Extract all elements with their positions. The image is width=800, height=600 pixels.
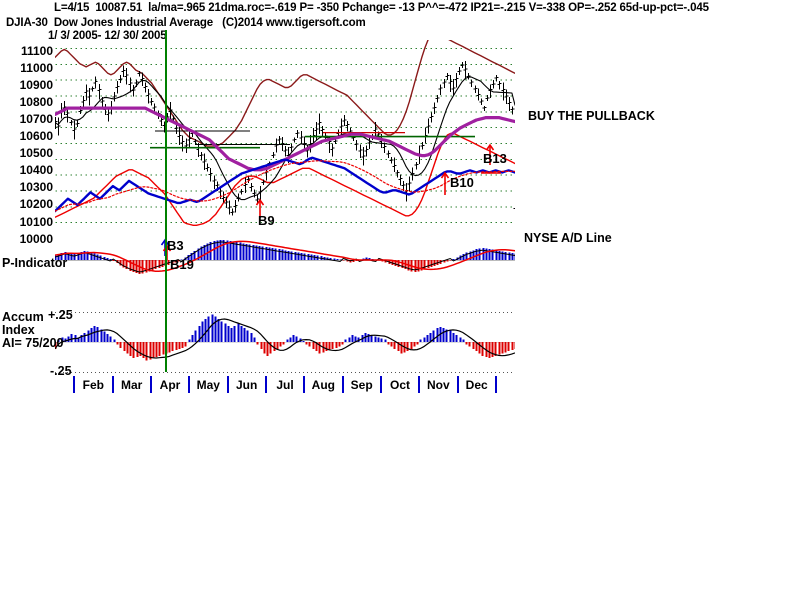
month-tick (111, 376, 114, 393)
header-symbol-line: DJIA-30 Dow Jones Industrial Average (C)… (6, 17, 366, 29)
month-axis: Feb Mar Apr May Jun Jul Aug Sep Oct Nov Dec (55, 376, 515, 398)
signal-label-b19: B19 (170, 257, 194, 272)
month-label-aug: Aug (311, 378, 335, 392)
month-tick (149, 376, 152, 393)
signal-label-b3: B3 (167, 238, 184, 253)
month-tick (226, 376, 229, 393)
accum-axis-plus-25: +.25 (48, 308, 73, 322)
month-tick (73, 376, 76, 393)
month-tick (264, 376, 267, 393)
month-label-feb: Feb (82, 378, 104, 392)
signal-label-b10: B10 (450, 175, 474, 190)
month-label-apr: Apr (159, 378, 181, 392)
label-accum: Accum (2, 310, 44, 324)
y-axis-tick: 10800 (19, 95, 53, 110)
month-label-jun: Jun (235, 378, 258, 392)
price-y-axis: 11100 11000 10900 10800 10700 10600 10500 10400… (0, 38, 53, 245)
accum-index-panel (55, 312, 515, 373)
month-label-sep: Sep (350, 378, 373, 392)
month-label-jul: Jul (276, 378, 294, 392)
annotation-buy-the-pullback: BUY THE PULLBACK (528, 109, 655, 123)
y-axis-tick: 10700 (19, 112, 53, 127)
y-axis-tick: 10000 (19, 231, 53, 246)
month-tick (303, 376, 306, 393)
y-axis-tick: 10900 (19, 78, 53, 93)
month-tick (418, 376, 421, 393)
label-ai-value: AI= 75/200 (2, 336, 64, 350)
month-tick (494, 376, 497, 393)
p-indicator-panel (55, 238, 515, 275)
header-stats-line: L=4/15 10087.51 la/ma=.965 21dma.roc=-.6… (54, 2, 709, 14)
month-label-dec: Dec (465, 378, 488, 392)
y-axis-tick: 10400 (19, 163, 53, 178)
signal-label-b13: B13 (483, 151, 507, 166)
signal-label-b9: B9 (258, 213, 275, 228)
annotation-nyse-ad-line: NYSE A/D Line (524, 231, 612, 245)
y-axis-tick: 10500 (19, 146, 53, 161)
y-axis-tick: 10300 (19, 180, 53, 195)
accum-axis-minus-25: -.25 (50, 364, 72, 378)
y-axis-tick: 11000 (20, 61, 53, 76)
price-panel (55, 40, 515, 227)
month-label-mar: Mar (120, 378, 143, 392)
y-axis-tick: 10100 (19, 214, 53, 229)
month-label-nov: Nov (426, 378, 450, 392)
vertical-cursor-line (165, 30, 167, 372)
month-tick (379, 376, 382, 393)
month-label-may: May (196, 378, 220, 392)
y-axis-tick: 10600 (19, 129, 53, 144)
month-tick (456, 376, 459, 393)
y-axis-tick: 11100 (20, 44, 53, 58)
label-p-indicator: P-Indicator (2, 256, 68, 270)
month-label-oct: Oct (389, 378, 410, 392)
label-index: Index (2, 323, 35, 337)
y-axis-tick: 10200 (19, 197, 53, 212)
month-tick (341, 376, 344, 393)
header-date-range: 1/ 3/ 2005- 12/ 30/ 2005 (48, 30, 167, 42)
month-tick (188, 376, 191, 393)
